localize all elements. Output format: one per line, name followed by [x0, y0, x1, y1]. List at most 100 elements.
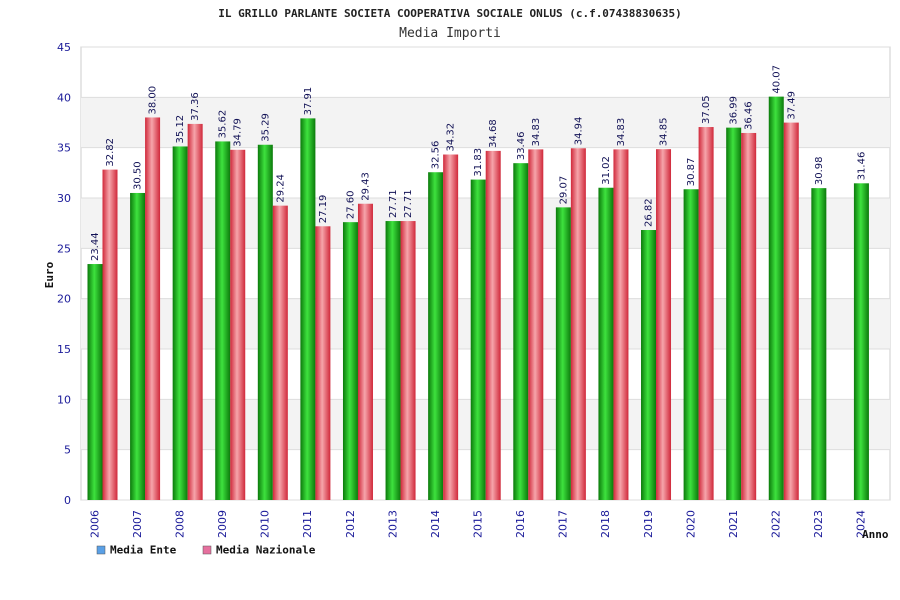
- x-tick-label: 2022: [770, 510, 783, 538]
- value-label: 29.07: [558, 176, 569, 205]
- value-label: 30.87: [686, 158, 697, 187]
- bar-media-ente: [641, 230, 657, 500]
- bar-media-nazionale: [613, 149, 629, 501]
- bar-media-ente: [172, 146, 188, 500]
- x-tick-label: 2009: [216, 510, 229, 538]
- value-label: 36.46: [744, 101, 755, 130]
- bar-media-nazionale: [315, 226, 331, 500]
- bar-media-ente: [598, 187, 614, 500]
- legend-swatch: [96, 545, 106, 555]
- bars: [87, 96, 869, 501]
- x-tick-label: 2010: [259, 510, 272, 538]
- value-labels: 23.44 30.50 35.12 35.62 35.29 37.91 27.60 27.71…: [90, 65, 867, 261]
- x-axis-label: Anno: [862, 528, 889, 541]
- bar-media-ente: [470, 179, 486, 500]
- value-label: 37.91: [303, 87, 314, 116]
- value-label: 34.79: [233, 118, 244, 147]
- value-label: 31.83: [473, 148, 484, 177]
- x-tick-label: 2014: [429, 510, 442, 538]
- value-label: 34.32: [446, 123, 457, 152]
- bar-media-nazionale: [230, 149, 246, 500]
- bar-media-ente: [87, 264, 103, 500]
- y-tick-label: 35: [57, 142, 71, 155]
- bar-media-ente: [683, 189, 699, 500]
- value-label: 34.85: [659, 118, 670, 147]
- x-tick-label: 2023: [812, 510, 825, 538]
- bar-media-nazionale: [400, 221, 416, 500]
- bar-media-ente: [726, 127, 742, 500]
- bar-media-nazionale: [698, 127, 714, 500]
- bar-media-nazionale: [485, 150, 501, 500]
- bar-media-ente: [342, 222, 358, 500]
- y-axis-ticks: 0 5 10 15 20 25 30 35 40 45: [57, 41, 71, 507]
- value-label: 30.98: [814, 156, 825, 185]
- x-tick-label: 2019: [642, 510, 655, 538]
- value-label: 26.82: [644, 198, 655, 227]
- bar-media-ente: [300, 118, 316, 500]
- value-label: 27.60: [345, 191, 356, 220]
- y-tick-label: 40: [57, 91, 71, 104]
- x-tick-label: 2012: [344, 510, 357, 538]
- value-label: 35.62: [218, 110, 229, 139]
- x-tick-label: 2020: [684, 510, 697, 538]
- value-label: 27.71: [403, 189, 414, 218]
- value-label: 30.50: [133, 161, 144, 190]
- value-label: 27.19: [318, 195, 329, 224]
- bar-media-nazionale: [741, 132, 757, 500]
- x-tick-label: 2006: [88, 510, 101, 538]
- value-label: 32.82: [105, 138, 116, 167]
- bar-media-nazionale: [357, 203, 373, 500]
- y-tick-label: 20: [57, 293, 71, 306]
- bar-media-nazionale: [528, 149, 544, 501]
- bar-media-ente: [555, 207, 571, 500]
- bar-media-ente: [428, 172, 444, 500]
- y-tick-label: 0: [64, 494, 71, 507]
- value-label: 35.12: [175, 115, 186, 144]
- x-tick-label: 2021: [727, 510, 740, 538]
- value-label: 23.44: [90, 232, 101, 261]
- legend: Media Ente Media Nazionale: [96, 544, 316, 557]
- value-label: 34.68: [488, 119, 499, 148]
- value-label: 29.24: [275, 174, 286, 203]
- value-label: 27.71: [388, 189, 399, 218]
- chart-subtitle: Media Importi: [399, 26, 501, 41]
- y-tick-label: 5: [64, 444, 71, 457]
- x-tick-label: 2016: [514, 510, 527, 538]
- bar-media-nazionale: [272, 205, 288, 500]
- bar-media-nazionale: [783, 122, 799, 500]
- value-label: 34.83: [531, 118, 542, 147]
- value-label: 31.46: [856, 152, 867, 181]
- bar-media-ente: [385, 221, 401, 500]
- value-label: 32.56: [431, 141, 442, 170]
- value-label: 34.83: [616, 118, 627, 147]
- bar-media-nazionale: [656, 149, 672, 500]
- x-tick-label: 2015: [472, 510, 485, 538]
- x-tick-label: 2017: [557, 510, 570, 538]
- bar-media-nazionale: [102, 169, 118, 500]
- y-tick-label: 25: [57, 242, 71, 255]
- x-tick-label: 2007: [131, 510, 144, 538]
- value-label: 31.02: [601, 156, 612, 185]
- bar-media-ente: [513, 163, 529, 501]
- x-tick-label: 2018: [599, 510, 612, 538]
- bar-media-nazionale: [187, 123, 203, 500]
- bar-media-nazionale: [443, 154, 459, 500]
- bar-media-nazionale: [570, 148, 586, 500]
- x-tick-label: 2011: [301, 510, 314, 538]
- value-label: 37.05: [701, 95, 712, 124]
- value-label: 33.46: [516, 132, 527, 161]
- bar-media-ente: [215, 141, 231, 500]
- legend-label: Media Ente: [110, 544, 177, 557]
- bar-media-nazionale: [145, 117, 161, 500]
- legend-label: Media Nazionale: [216, 544, 316, 557]
- value-label: 37.36: [190, 92, 201, 121]
- value-label: 37.49: [786, 91, 797, 120]
- x-tick-label: 2013: [386, 510, 399, 538]
- bar-media-ente: [853, 183, 869, 500]
- bar-media-ente: [130, 192, 146, 500]
- value-label: 35.29: [260, 113, 271, 142]
- value-label: 36.99: [729, 96, 740, 125]
- chart-title: IL GRILLO PARLANTE SOCIETA COOPERATIVA S…: [218, 7, 682, 20]
- value-label: 38.00: [148, 86, 159, 115]
- bar-media-ente: [257, 144, 273, 501]
